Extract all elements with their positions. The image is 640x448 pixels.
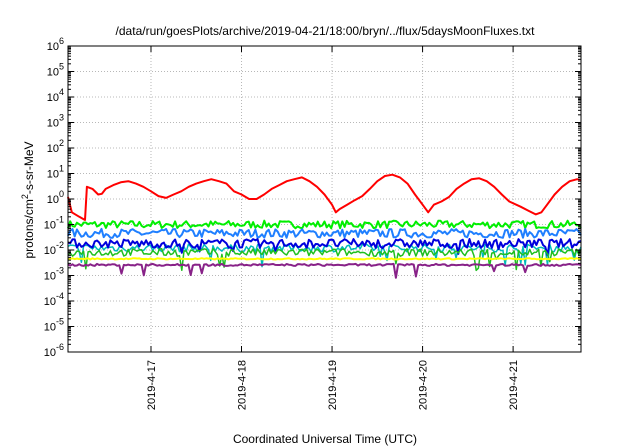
y-tick-label: 104	[47, 87, 64, 104]
series-group	[67, 173, 582, 279]
series-line-6	[67, 257, 582, 261]
y-tick-label: 105	[47, 62, 64, 79]
y-tick-label: 106	[47, 36, 64, 53]
series-line-0	[67, 173, 582, 221]
grid-lines	[68, 46, 581, 352]
y-axis-label: protons/cm2-s-sr-MeV	[20, 141, 36, 258]
chart-title: /data/run/goesPlots/archive/2019-04-21/1…	[116, 24, 536, 38]
y-tick-label: 101	[47, 164, 64, 181]
x-tick-label: 2019-4-21	[508, 360, 520, 410]
x-axis-label: Coordinated Universal Time (UTC)	[233, 432, 417, 446]
plot-frame	[67, 45, 582, 353]
x-tick-label: 2019-4-20	[418, 360, 430, 410]
series-line-5	[67, 247, 582, 272]
y-tick-label: 100	[47, 189, 64, 206]
y-tick-label: 10-4	[44, 291, 64, 308]
series-line-1	[67, 219, 582, 230]
y-tick-label: 10-5	[44, 317, 64, 334]
y-tick-label: 102	[47, 138, 64, 155]
series-line-4	[67, 238, 582, 257]
series-line-7	[67, 262, 582, 279]
y-tick-label: 10-3	[44, 266, 64, 283]
x-tick-label: 2019-4-19	[327, 360, 339, 410]
y-tick-label: 10-1	[44, 215, 64, 232]
y-tick-label: 103	[47, 113, 64, 130]
y-tick-label: 10-2	[44, 240, 64, 257]
series-line-3	[67, 243, 582, 268]
series-line-2	[67, 227, 582, 239]
y-ticks: 10-6 10-5 10-4 10-3 10-2 10-1 100 101 102 103 104 1…	[44, 36, 581, 359]
x-tick-label: 2019-4-18	[237, 360, 249, 410]
y-tick-label: 10-6	[44, 342, 64, 359]
x-ticks: 2019-4-17 2019-4-18 2019-4-19 2019-4-20 2019…	[146, 46, 520, 410]
x-tick-label: 2019-4-17	[146, 360, 158, 410]
